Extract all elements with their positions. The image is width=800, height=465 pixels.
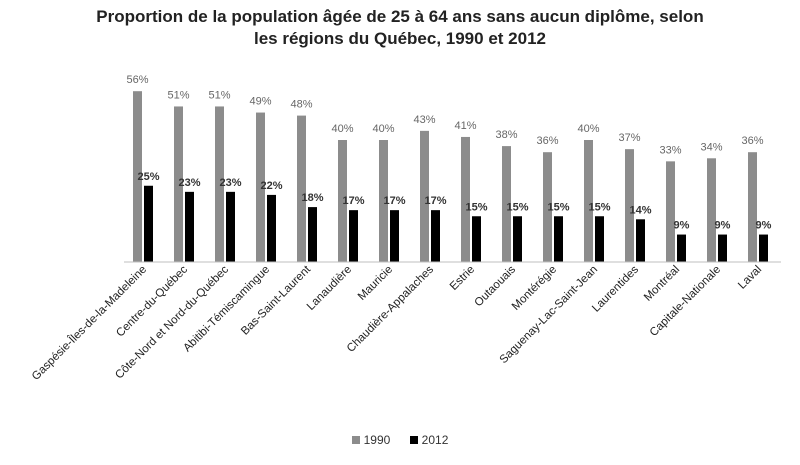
bar-2012-14	[718, 234, 727, 262]
bar-2012-2	[226, 191, 235, 262]
data-label-1990-4: 48%	[290, 99, 312, 111]
bar-1990-9	[502, 146, 511, 262]
bar-2012-7	[431, 210, 440, 262]
tick-labels-layer: Gaspésie-Îles-de-la-MadeleineCentre-du-Q…	[29, 263, 764, 383]
bar-2012-9	[513, 216, 522, 262]
data-label-2012-12: 14%	[629, 204, 651, 216]
category-label-6: Mauricie	[356, 264, 395, 303]
bar-1990-13	[666, 161, 675, 262]
bar-1990-6	[379, 140, 388, 262]
data-label-2012-7: 17%	[424, 195, 446, 207]
bar-1990-5	[338, 140, 347, 262]
legend-swatch-2012	[409, 436, 418, 444]
data-label-1990-3: 49%	[249, 96, 271, 108]
category-label-14: Capitale-Nationale	[648, 264, 723, 339]
bar-1990-14	[707, 158, 716, 262]
category-label-1: Centre-du-Québec	[114, 263, 190, 339]
bar-2012-4	[308, 207, 317, 262]
data-label-1990-15: 36%	[741, 135, 763, 147]
bar-1990-8	[461, 136, 470, 262]
bar-2012-1	[185, 191, 194, 262]
legend-item-1990: 1990	[351, 433, 391, 447]
bar-2012-0	[144, 185, 153, 262]
bar-2012-11	[595, 216, 604, 262]
bar-2012-10	[554, 216, 563, 262]
data-label-1990-12: 37%	[618, 132, 640, 144]
data-label-2012-3: 22%	[260, 180, 282, 192]
bar-2012-13	[677, 234, 686, 262]
bar-2012-12	[636, 219, 645, 262]
labels-layer: 56% 25% 51% 23% 51% 23% 49% 22% 48% 18% 40% 17% 40% 1…	[126, 74, 771, 231]
data-label-2012-11: 15%	[588, 201, 610, 213]
data-label-1990-2: 51%	[208, 89, 230, 101]
category-label-15: Laval	[736, 264, 764, 292]
data-label-2012-5: 17%	[342, 195, 364, 207]
bar-1990-10	[543, 152, 552, 262]
legend-label-2012: 2012	[421, 433, 449, 447]
data-label-1990-1: 51%	[167, 89, 189, 101]
data-label-2012-9: 15%	[506, 201, 528, 213]
category-label-7: Chaudière-Appalaches	[345, 263, 436, 354]
bar-2012-5	[349, 210, 358, 262]
bar-2012-3	[267, 194, 276, 262]
bar-2012-8	[472, 216, 481, 262]
category-label-8: Estrie	[448, 264, 477, 293]
data-label-1990-11: 40%	[577, 123, 599, 135]
data-label-2012-14: 9%	[715, 220, 731, 232]
data-label-1990-13: 33%	[659, 144, 681, 156]
legend: 1990 2012	[0, 433, 800, 447]
data-label-1990-14: 34%	[700, 141, 722, 153]
chart-title-line-1: Proportion de la population âgée de 25 à…	[96, 7, 704, 26]
bar-1990-1	[174, 106, 183, 262]
data-label-2012-1: 23%	[178, 177, 200, 189]
category-label-4: Bas-Saint-Laurent	[239, 263, 314, 338]
bar-1990-2	[215, 106, 224, 262]
bar-1990-0	[133, 91, 142, 262]
category-label-13: Montréal	[642, 264, 682, 304]
data-label-1990-10: 36%	[536, 135, 558, 147]
data-label-2012-13: 9%	[674, 220, 690, 232]
data-label-2012-15: 9%	[756, 220, 772, 232]
data-label-2012-0: 25%	[137, 171, 159, 183]
bar-1990-4	[297, 115, 306, 262]
data-label-1990-7: 43%	[413, 114, 435, 126]
bars-layer	[133, 91, 768, 262]
data-label-1990-9: 38%	[495, 129, 517, 141]
data-label-1990-5: 40%	[331, 123, 353, 135]
bar-1990-7	[420, 130, 429, 262]
legend-item-2012: 2012	[409, 433, 449, 447]
data-label-2012-2: 23%	[219, 177, 241, 189]
data-label-2012-8: 15%	[465, 201, 487, 213]
data-label-2012-10: 15%	[547, 201, 569, 213]
bar-2012-6	[390, 210, 399, 262]
bar-1990-12	[625, 149, 634, 262]
legend-swatch-1990	[351, 436, 360, 444]
bar-2012-15	[759, 234, 768, 262]
data-label-1990-8: 41%	[454, 120, 476, 132]
bar-1990-11	[584, 140, 593, 262]
category-label-5: Lanaudière	[305, 264, 354, 313]
data-label-1990-6: 40%	[372, 123, 394, 135]
bar-1990-3	[256, 112, 265, 262]
data-label-2012-6: 17%	[383, 195, 405, 207]
chart-title: Proportion de la population âgée de 25 à…	[0, 6, 800, 50]
data-label-1990-0: 56%	[126, 74, 148, 86]
bar-1990-15	[748, 152, 757, 262]
legend-label-1990: 1990	[363, 433, 391, 447]
chart-title-line-2: les régions du Québec, 1990 et 2012	[254, 29, 546, 48]
data-label-2012-4: 18%	[301, 192, 323, 204]
